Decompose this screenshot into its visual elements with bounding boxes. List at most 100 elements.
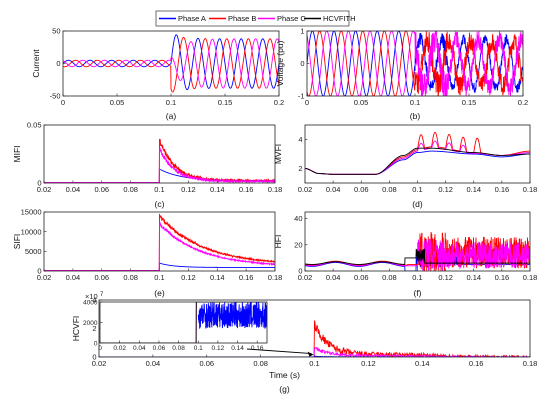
panel-d-x-tick-label-5: 0.12 [438, 185, 453, 194]
panel-d-x-tick-label-8: 0.18 [523, 185, 538, 194]
panel-c-x-tick-label-5: 0.12 [181, 185, 196, 194]
panel-f-caption: (f) [413, 288, 421, 298]
panel-g-inset-y-tick-label-2: 4000 [83, 300, 98, 307]
panel-d-x-tick-label-6: 0.14 [466, 185, 481, 194]
panel-d-plot-area [305, 125, 530, 183]
legend: Phase A Phase B Phase C HCVFITH [155, 10, 356, 27]
panel-g-inset-x-tick-label-3: 0.06 [153, 345, 166, 352]
panel-c-y-tick-label-1: 0.05 [27, 121, 42, 130]
panel-e-y-tick-label-1: 5000 [25, 247, 42, 256]
panel-g-inset-x-tick-label-7: 0.14 [231, 345, 244, 352]
panel-g-inset-pointer-arrow [246, 348, 312, 355]
panel-f-y-tick-label-0: 0 [298, 267, 302, 276]
panel-g-y-tick-label-2: 4 [92, 296, 96, 305]
legend-label-hcvfith: HCVFITH [323, 14, 356, 23]
panel-f-x-tick-label-5: 0.12 [438, 273, 453, 282]
panel-f-x-tick-label-1: 0.04 [326, 273, 341, 282]
panel-a-series-phase-c [63, 38, 279, 89]
panel-c-x-tick-label-2: 0.06 [94, 185, 109, 194]
panel-e-y-tick-label-3: 15000 [21, 208, 42, 217]
panel-g-inset-x-tick-label-2: 0.04 [133, 345, 146, 352]
panel-g-inset-x-tick-label-5: 0.1 [194, 345, 203, 352]
panel-b-series-phase-c [307, 31, 523, 96]
panel-g-inset-frame [99, 301, 268, 344]
panel-a-frame [62, 30, 280, 97]
panel-a-series-phase-b [63, 36, 279, 93]
panel-b-x-tick-label-2: 0.1 [410, 98, 420, 107]
panel-c-caption: (c) [155, 199, 165, 209]
panel-e-y-tick-label-0: 0 [37, 267, 41, 276]
panel-f-x-tick-label-4: 0.1 [412, 273, 422, 282]
panel-e-x-tick-label-7: 0.16 [239, 273, 254, 282]
panel-f-x-tick-label-2: 0.06 [354, 273, 369, 282]
panel-d-frame [304, 124, 531, 184]
legend-box [155, 10, 350, 27]
panel-e-caption: (e) [154, 288, 165, 298]
panel-b-y-tick-label-1: 0 [300, 59, 304, 68]
panel-g-x-axis-label: Time (s) [269, 370, 300, 380]
panel-a-series-phase-a [63, 34, 279, 91]
panel-e-x-tick-label-1: 0.04 [66, 273, 81, 282]
panel-f-y-axis-label: HFI [273, 235, 283, 249]
panel-a-y-tick-label-0: -50 [50, 92, 61, 101]
panel-a-caption: (a) [166, 111, 177, 121]
panel-g-inset-x-tick-label-1: 0.02 [113, 345, 126, 352]
chart-panel-d: 0.02 0.04 0.06 0.08 0.1 0.12 0.14 0.16 0.18 2 4 MVF… [273, 124, 538, 209]
panel-b-caption: (b) [410, 111, 421, 121]
panel-g-inset-series-phase-a [197, 302, 267, 329]
panel-e-x-tick-label-4: 0.1 [154, 273, 164, 282]
panel-c-x-tick-label-1: 0.04 [66, 185, 81, 194]
panel-c-x-tick-label-7: 0.16 [239, 185, 254, 194]
panel-e-x-tick-label-8: 0.18 [268, 273, 283, 282]
panel-d-x-tick-label-3: 0.08 [382, 185, 397, 194]
panel-g-inset-x-tick-label-4: 0.08 [172, 345, 185, 352]
panel-b-series-phase-a [307, 31, 523, 96]
panel-g-x-tick-label-5: 0.12 [361, 359, 376, 368]
panel-g-y-tick-label-1: 2 [92, 324, 96, 333]
panel-b-series-phase-b [307, 31, 523, 96]
legend-label-phase-c: Phase C [277, 14, 306, 23]
panel-g-y-axis-label: HCVFI [71, 316, 81, 342]
panel-c-frame [43, 124, 276, 184]
panel-g-series-phase-c [99, 346, 530, 357]
panel-b-frame [306, 30, 524, 97]
panel-a-y-tick-label-2: 50 [52, 27, 60, 36]
panel-d-x-tick-label-2: 0.06 [354, 185, 369, 194]
legend-label-phase-a: Phase A [178, 14, 206, 23]
panel-b-x-tick-label-0: 0 [305, 98, 309, 107]
chart-panel-f: 0.02 0.04 0.06 0.08 0.1 0.12 0.14 0.16 0.18 0 20 40… [273, 211, 537, 298]
panel-a-x-tick-label-0: 0 [61, 98, 65, 107]
panel-d-y-axis-label: MVFI [273, 144, 283, 164]
panel-a-x-tick-label-3: 0.15 [218, 98, 233, 107]
panel-c-y-axis-label: MIFI [12, 146, 22, 163]
panel-g-y-tick-label-0: 0 [92, 353, 96, 362]
panel-b-x-tick-label-4: 0.2 [518, 98, 528, 107]
panel-c-x-tick-label-0: 0.02 [37, 185, 52, 194]
panel-c-x-tick-label-8: 0.18 [268, 185, 283, 194]
panel-g-y-multiplier: ×10 [85, 292, 98, 301]
panel-g-x-tick-label-1: 0.04 [146, 359, 161, 368]
panel-d-y-tick-label-1: 4 [298, 135, 302, 144]
panel-e-y-tick-label-2: 10000 [21, 227, 42, 236]
panel-f-x-tick-label-7: 0.16 [495, 273, 510, 282]
panel-f-y-tick-label-1: 20 [294, 240, 302, 249]
panel-e-x-tick-label-2: 0.06 [94, 273, 109, 282]
panel-c-x-tick-label-6: 0.14 [210, 185, 225, 194]
panel-g-inset: 0 0.02 0.04 0.06 0.08 0.1 0.12 0.14 0.16 0 2000 400… [83, 300, 314, 357]
panel-g-x-tick-label-3: 0.08 [253, 359, 268, 368]
panel-f-x-tick-label-6: 0.14 [466, 273, 481, 282]
chart-panel-e: 0.02 0.04 0.06 0.08 0.1 0.12 0.14 0.16 0.18 0 5000… [12, 208, 282, 298]
panel-c-x-tick-label-3: 0.08 [123, 185, 138, 194]
panel-f-x-tick-label-3: 0.08 [382, 273, 397, 282]
panel-g-inset-y-tick-label-0: 0 [94, 341, 98, 348]
panel-d-y-tick-label-0: 2 [298, 164, 302, 173]
panel-g-x-tick-label-4: 0.1 [309, 359, 319, 368]
panel-e-y-axis-label: SIFI [12, 234, 22, 250]
panel-e-x-tick-label-0: 0.02 [37, 273, 52, 282]
panel-c-series-phase-c [44, 147, 275, 183]
panel-g-inset-x-tick-label-8: 0.16 [251, 345, 264, 352]
panel-g-inset-y-tick-label-1: 2000 [83, 320, 98, 327]
panel-g-frame [98, 299, 531, 358]
